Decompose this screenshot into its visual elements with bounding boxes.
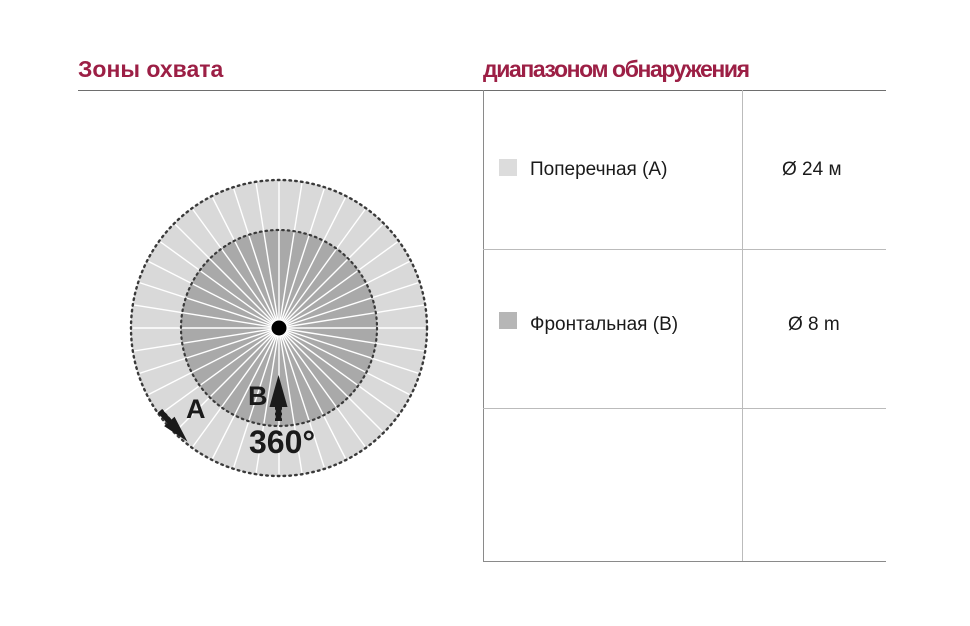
svg-text:A: A: [186, 394, 206, 424]
svg-text:B: B: [248, 381, 268, 411]
svg-text:360°: 360°: [249, 424, 315, 460]
